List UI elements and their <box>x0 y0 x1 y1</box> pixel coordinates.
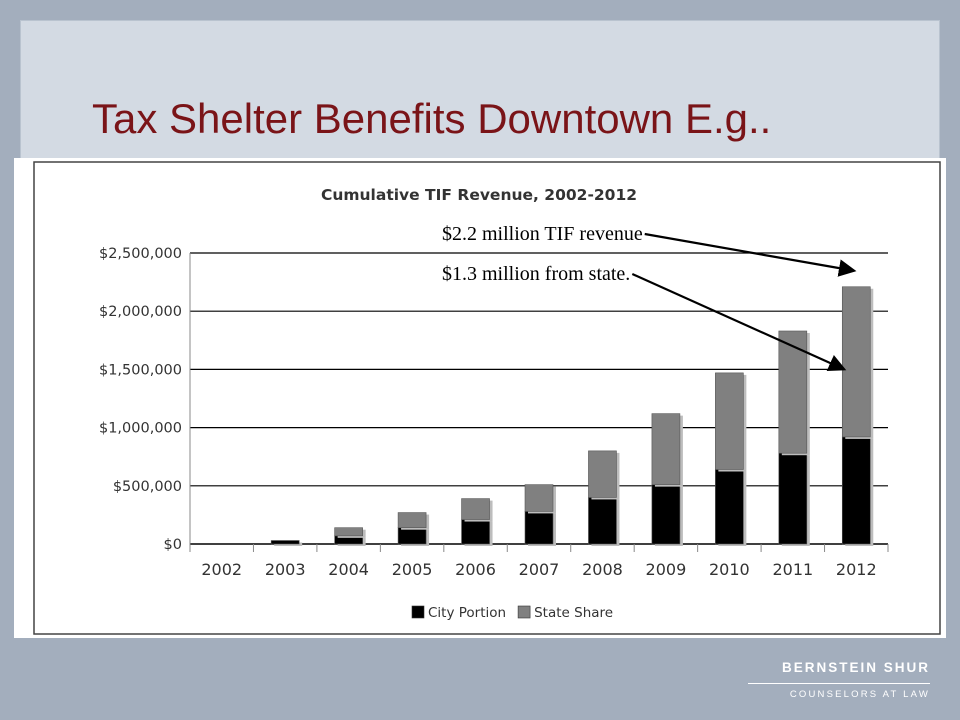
bar-city-2012 <box>841 436 871 545</box>
logo-divider <box>748 683 930 684</box>
x-tick-label: 2005 <box>392 560 433 579</box>
legend-label: State Share <box>534 605 613 621</box>
chart-border <box>33 161 941 635</box>
bar-city-2011 <box>778 452 808 545</box>
legend: City Portion State Share <box>411 605 613 621</box>
bar-city-2010 <box>715 469 744 545</box>
legend-swatch <box>411 605 425 619</box>
bar-city-2009 <box>651 484 681 545</box>
chart-frame: Cumulative TIF Revenue, 2002-2012 $0 $500… <box>14 158 946 638</box>
bar-state-2010 <box>715 372 744 470</box>
logo-name: BERNSTEIN SHUR <box>781 660 930 675</box>
bar-city-2008 <box>588 497 617 545</box>
x-tick-label: 2008 <box>582 560 623 579</box>
annotation-text: $1.3 million from state. <box>442 263 630 285</box>
header-panel <box>20 20 940 160</box>
bar-state-2004 <box>334 527 363 537</box>
bar-city-2007 <box>524 511 554 545</box>
x-tick-label: 2009 <box>646 560 687 579</box>
x-tick-label: 2003 <box>265 560 306 579</box>
bar-state-2005 <box>397 512 427 529</box>
bar-state-2008 <box>588 450 617 498</box>
bar-state-2007 <box>524 484 554 512</box>
legend-label: City Portion <box>428 605 506 621</box>
bar-city-2003 <box>270 540 300 545</box>
annotation-arrow <box>631 272 847 372</box>
bar-city-2006 <box>461 519 490 545</box>
annotations: $2.2 million TIF revenue $1.3 million fro… <box>442 223 857 372</box>
annotation-arrow <box>644 232 857 277</box>
x-tick-label: 2004 <box>328 560 369 579</box>
bar-state-2011 <box>778 330 808 454</box>
slide-title: Tax Shelter Benefits Downtown E.g.. <box>92 95 772 142</box>
y-tick-label: $2,500,000 <box>99 246 182 262</box>
y-tick-label: $2,000,000 <box>99 304 182 320</box>
bar-state-2009 <box>651 413 681 485</box>
axes: $0 $500,000 $1,000,000 $1,500,000 $2,000,000… <box>99 246 889 579</box>
x-tick-label: 2006 <box>455 560 496 579</box>
x-tick-label: 2011 <box>772 560 813 579</box>
bars <box>270 286 874 546</box>
bar-state-2006 <box>461 498 490 520</box>
annotation-text: $2.2 million TIF revenue <box>442 223 643 245</box>
logo-tagline: COUNSELORS AT LAW <box>789 689 930 700</box>
y-tick-label: $500,000 <box>113 479 182 495</box>
tif-revenue-chart: Cumulative TIF Revenue, 2002-2012 $0 $500… <box>33 161 941 635</box>
bar-state-2012 <box>841 286 871 438</box>
x-tick-label: 2002 <box>201 560 242 579</box>
y-tick-label: $1,000,000 <box>99 421 182 437</box>
y-tick-label: $1,500,000 <box>99 362 182 378</box>
x-tick-label: 2010 <box>709 560 750 579</box>
legend-swatch <box>517 605 531 619</box>
bar-city-2005 <box>397 527 427 545</box>
chart-title: Cumulative TIF Revenue, 2002-2012 <box>321 186 637 204</box>
x-tick-label: 2007 <box>519 560 560 579</box>
x-tick-label: 2012 <box>836 560 877 579</box>
y-tick-label: $0 <box>164 537 182 553</box>
